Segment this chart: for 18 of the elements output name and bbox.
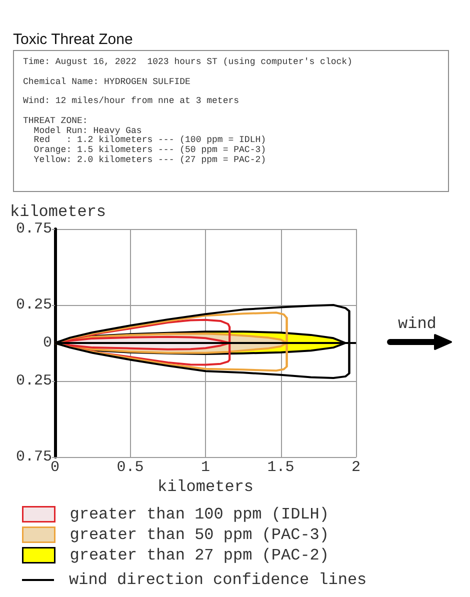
x-tick-label: 0.5 <box>116 459 144 476</box>
y-axis-title: kilometers <box>10 203 106 221</box>
text: wind <box>398 315 436 333</box>
legend-label: greater than 50 ppm (PAC-3) <box>70 526 329 544</box>
legend-label: greater than 27 ppm (PAC-2) <box>70 546 329 564</box>
y-tick-label: 0.25 <box>16 296 52 314</box>
x-axis-title: kilometers <box>157 478 254 496</box>
y-tick-label: 0.75 <box>16 220 52 238</box>
y-tick-label: 0 <box>42 334 52 352</box>
chart-title: Toxic Threat Zone <box>13 31 133 49</box>
x-tick-label: 2 <box>351 459 361 476</box>
y-tick-label: 0.75 <box>16 448 52 466</box>
x-tick-label: 1.5 <box>267 459 294 476</box>
y-tick-label: 0.25 <box>16 372 52 390</box>
info-panel: Time: August 16, 2022 1023 hours ST (using computer's clock) Chemical Name: HYDROGEN SULFIDE Wind: 12 miles/hour from nne at 3 meters THREAT ZONE: Model Run: Heavy Gas Red : 1.2 kilometers --- (100 ppm = IDLH) Orange: 1.5 kilometers --- (50 ppm = PAC-3) Yellow: 2.0 kilometers --- (27 ppm = PAC-2) <box>13 50 449 192</box>
legend-label: greater than 100 ppm (IDLH) <box>70 505 329 524</box>
x-tick-label: 1 <box>200 459 210 476</box>
legend-label: wind direction confidence lines <box>69 571 367 589</box>
